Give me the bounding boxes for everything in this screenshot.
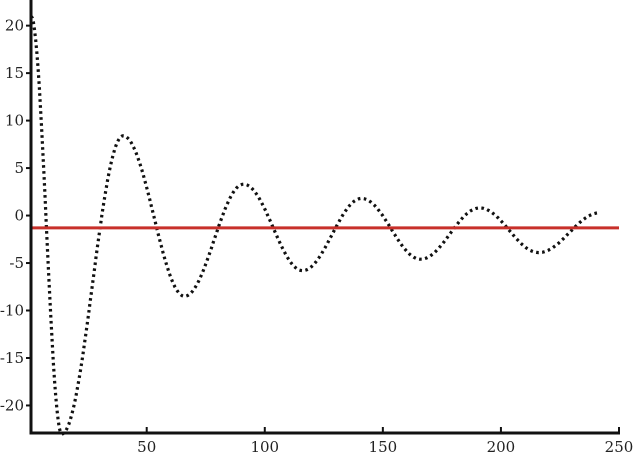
x-tick-label: 200 [487, 438, 516, 455]
x-tick-label: 100 [250, 438, 279, 455]
y-tick-label: 15 [5, 64, 24, 82]
series-dotted-line [29, 15, 601, 436]
y-tick-label: 0 [14, 207, 24, 225]
x-tick-label: 50 [137, 438, 156, 455]
x-tick-label: 250 [605, 438, 634, 455]
x-tick-label: 150 [369, 438, 398, 455]
y-tick-label: -10 [0, 302, 24, 320]
y-tick-label: -15 [0, 349, 24, 367]
y-tick-label: -5 [9, 254, 24, 272]
y-tick-label: -20 [0, 396, 24, 414]
y-tick-label: 20 [5, 17, 24, 35]
y-tick-label: 5 [14, 159, 24, 177]
y-tick-label: 10 [5, 112, 24, 130]
